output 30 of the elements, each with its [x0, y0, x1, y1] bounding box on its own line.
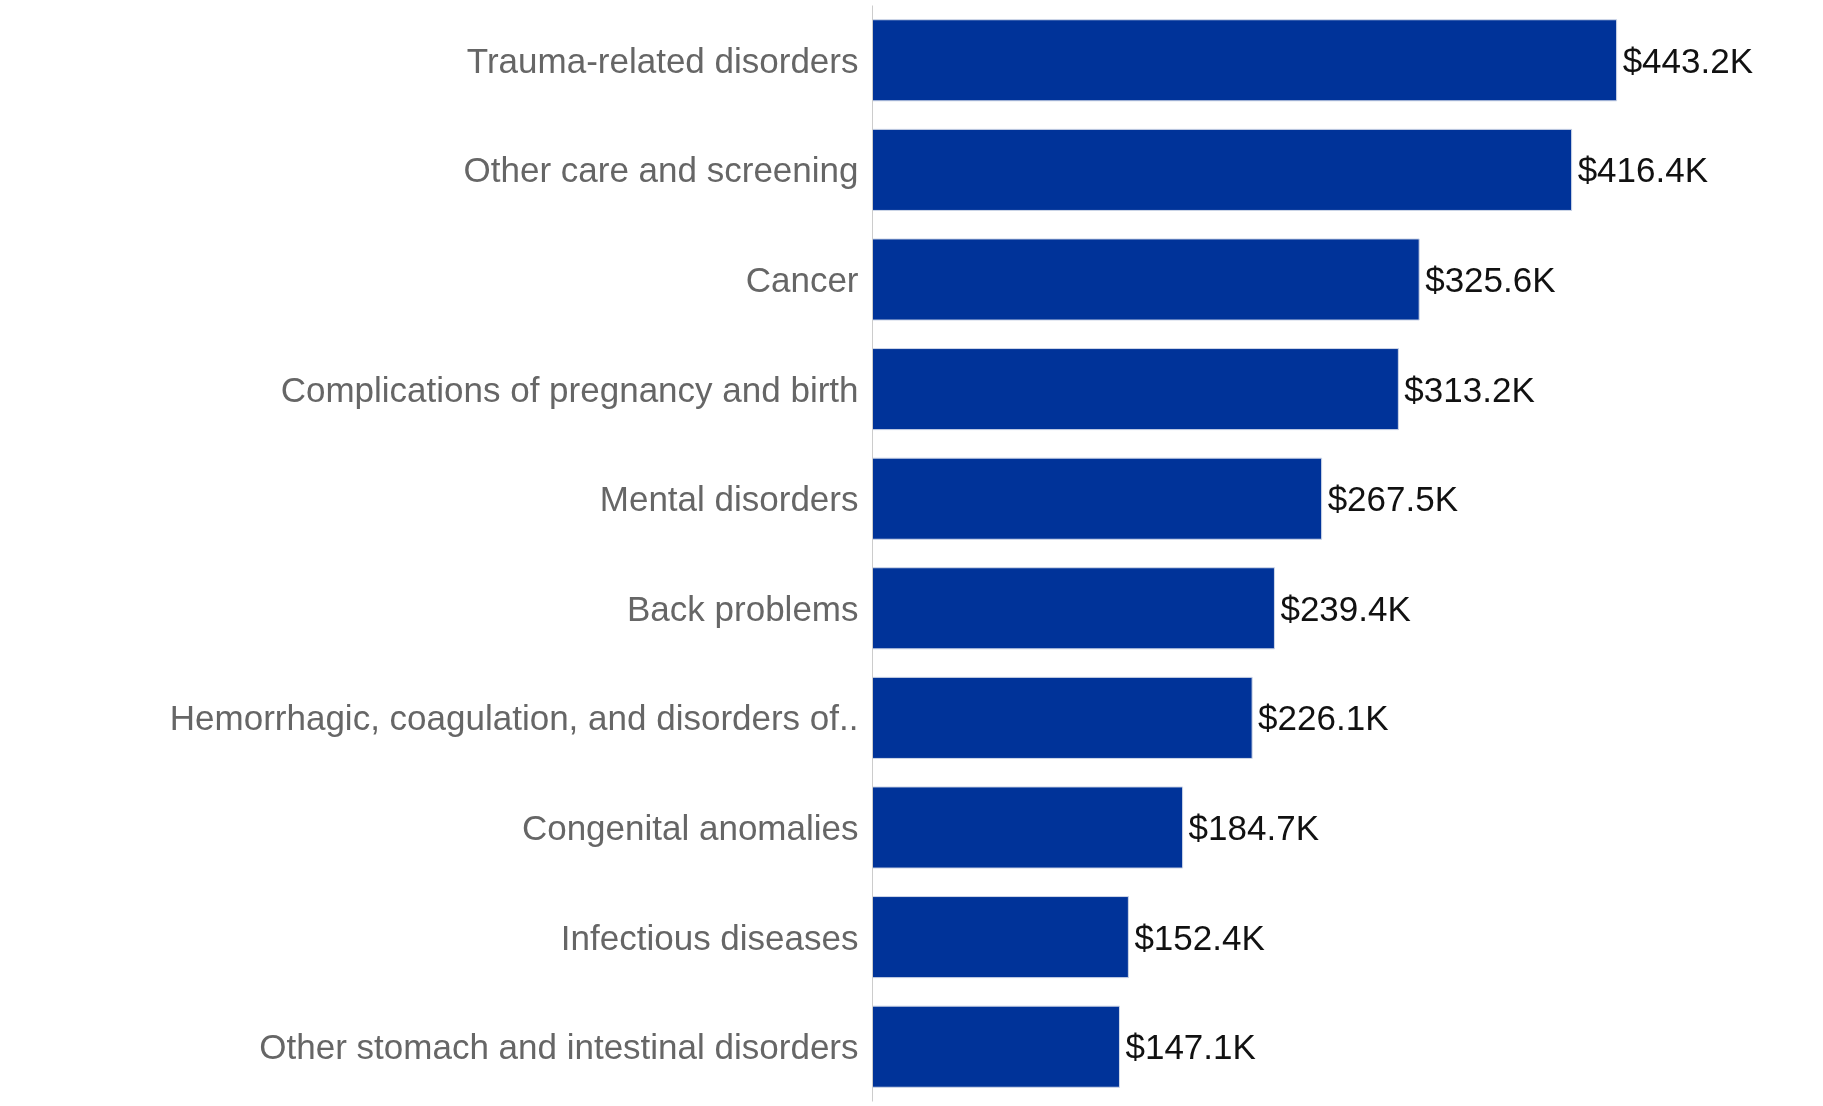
bar	[872, 348, 1399, 431]
y-tick-label: Other stomach and intestinal disorders	[259, 1027, 859, 1067]
y-tick-label: Complications of pregnancy and birth	[280, 369, 859, 409]
data-label: $443.2K	[1622, 40, 1754, 80]
data-label: $325.6K	[1425, 260, 1556, 299]
y-tick-label: Infectious diseases	[560, 917, 859, 957]
y-tick-label: Other care and screening	[463, 150, 859, 190]
y-tick-label: Cancer	[745, 260, 859, 299]
bar	[872, 786, 1184, 869]
bar	[872, 128, 1573, 211]
data-label: $184.7K	[1188, 808, 1320, 847]
bar	[872, 896, 1129, 979]
y-tick-label: Trauma-related disorders	[466, 40, 859, 80]
data-label: $267.5K	[1327, 479, 1459, 519]
data-label: $313.2K	[1404, 369, 1535, 409]
data-label: $152.4K	[1134, 917, 1265, 957]
bar	[872, 676, 1253, 759]
bar	[872, 238, 1420, 321]
data-label: $239.4K	[1280, 588, 1411, 628]
data-label: $147.1K	[1125, 1027, 1256, 1067]
bar	[872, 457, 1323, 540]
y-tick-label: Congenital anomalies	[521, 808, 859, 847]
data-label: $226.1K	[1258, 698, 1389, 738]
bar	[872, 1005, 1120, 1088]
y-tick-label: Mental disorders	[599, 479, 859, 519]
y-tick-label: Back problems	[627, 588, 859, 628]
bar	[872, 567, 1275, 650]
y-tick-label: Hemorrhagic, coagulation, and disorders of..	[169, 698, 859, 738]
bar	[872, 19, 1618, 102]
data-label: $416.4K	[1577, 150, 1709, 190]
